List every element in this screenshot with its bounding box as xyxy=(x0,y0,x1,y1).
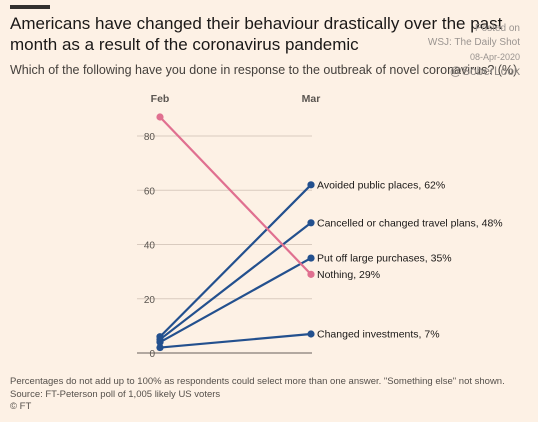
watermark-source: WSJ: The Daily Shot xyxy=(427,37,520,48)
series-data-label: Avoided public places, 62% xyxy=(317,179,445,191)
series-line xyxy=(158,221,313,341)
data-point xyxy=(156,343,164,352)
ft-credit: © FT xyxy=(10,401,32,412)
y-tick-label: 20 xyxy=(144,295,156,306)
data-point xyxy=(307,330,315,338)
watermark-posted: Posted on xyxy=(474,23,520,34)
series-data-label: Put off large purchases, 35% xyxy=(317,253,452,265)
data-point xyxy=(307,219,315,227)
watermark-date: 08-Apr-2020 xyxy=(469,52,520,62)
series-data-label: Nothing, 29% xyxy=(317,269,380,281)
series-line xyxy=(158,256,313,344)
axis-layer: 0 20 40 60 80 Feb Mar xyxy=(144,93,320,360)
watermark: Posted on WSJ: The Daily Shot 08-Apr-202… xyxy=(410,22,520,78)
source-note: Source: FT-Peterson poll of 1,005 likely… xyxy=(10,388,221,400)
ft-top-bar xyxy=(10,5,50,9)
chart-footer: Percentages do not add up to 100% as res… xyxy=(10,376,530,414)
data-point xyxy=(156,338,164,346)
slope-chart: 0 20 40 60 80 Feb Mar Avoided public places, 6… xyxy=(137,93,503,360)
label-layer: Avoided public places, 62% Cancelled or c… xyxy=(317,179,503,340)
series-layer xyxy=(156,113,315,352)
series-line xyxy=(158,115,313,276)
series-line xyxy=(158,332,313,349)
watermark-handle: @SoberLook xyxy=(449,64,520,78)
x-category-label: Feb xyxy=(151,93,170,105)
data-point xyxy=(307,181,315,189)
y-tick-label: 40 xyxy=(144,241,156,252)
y-tick-label: 60 xyxy=(144,186,156,197)
series-line xyxy=(158,183,313,338)
chart-subtitle: Which of the following have you done in … xyxy=(10,63,518,77)
data-point xyxy=(156,113,164,121)
y-tick-label: 0 xyxy=(149,349,155,360)
data-point xyxy=(307,270,315,278)
chart-title: Americans have changed their behaviour d… xyxy=(10,14,503,54)
y-tick-label: 80 xyxy=(144,132,156,143)
footnote: Percentages do not add up to 100% as res… xyxy=(10,376,505,387)
series-data-label: Cancelled or changed travel plans, 48% xyxy=(317,217,503,229)
grid-layer xyxy=(137,135,312,354)
data-point xyxy=(307,254,315,262)
series-data-label: Changed investments, 7% xyxy=(317,329,440,341)
x-category-label: Mar xyxy=(302,93,321,105)
